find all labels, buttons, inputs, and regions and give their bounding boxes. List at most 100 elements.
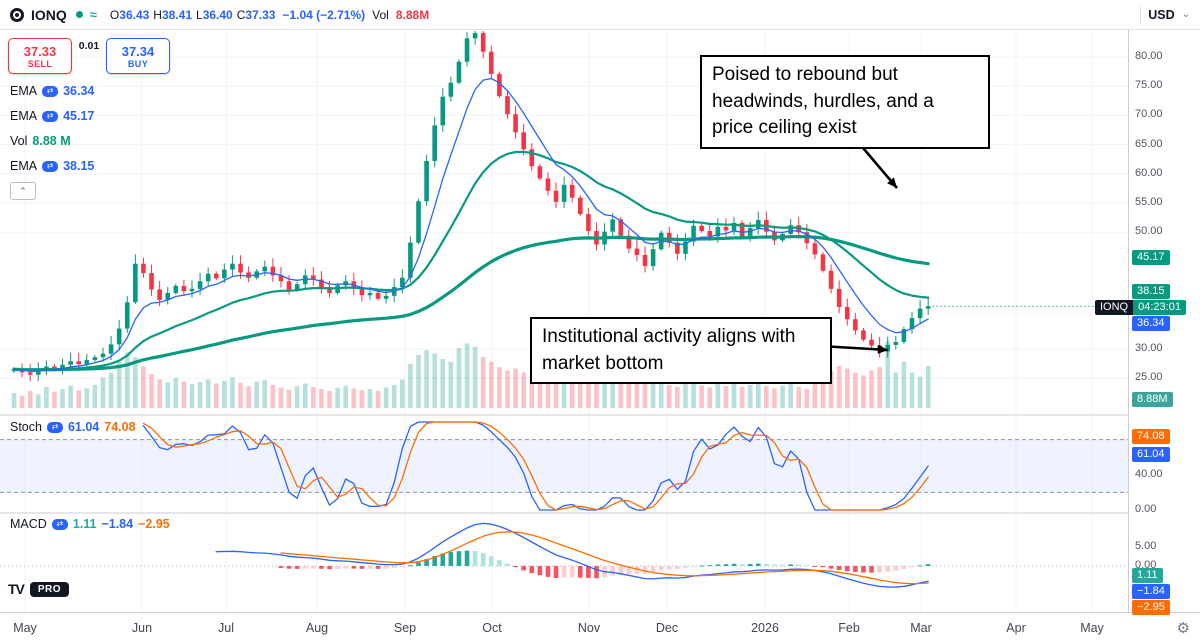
chevron-down-icon: ⌄ xyxy=(1181,9,1190,20)
legend-row-ema-slow[interactable]: EMA ⇄ 45.17 xyxy=(10,109,94,123)
swap-icon[interactable]: ⇄ xyxy=(42,110,59,122)
macd-badge-line: −1.84 xyxy=(1132,584,1170,599)
swap-icon[interactable]: ⇄ xyxy=(51,518,68,530)
macd-signal-value: −2.95 xyxy=(138,517,170,531)
volume-label: Vol xyxy=(372,7,389,22)
price-tick: 25.00 xyxy=(1135,371,1163,384)
toolbar-divider xyxy=(1140,5,1142,24)
time-label: Jun xyxy=(131,621,153,635)
indicator-name: EMA xyxy=(10,159,38,173)
sell-label: SELL xyxy=(27,58,53,69)
buy-label: BUY xyxy=(127,58,149,69)
symbol-logo-icon[interactable] xyxy=(10,7,24,22)
time-label: Mar xyxy=(910,621,932,635)
time-label: Dec xyxy=(655,621,679,635)
price-tick: 55.00 xyxy=(1135,196,1163,208)
indicator-name: MACD xyxy=(10,517,47,531)
price-badge-ema-slow: 45.17 xyxy=(1132,250,1170,265)
macd-badge-signal: −2.95 xyxy=(1132,600,1170,615)
time-label: Apr xyxy=(1006,621,1026,635)
stoch-d-value: 74.08 xyxy=(104,420,136,434)
time-label: Sep xyxy=(393,621,417,635)
time-label: 2026 xyxy=(751,621,779,635)
legend-row-macd[interactable]: MACD ⇄ 1.11 −1.84 −2.95 xyxy=(10,517,170,531)
price-badge-volume: 8.88M xyxy=(1132,392,1173,407)
price-badge-ema-fast: 36.34 xyxy=(1132,316,1170,331)
swap-icon[interactable]: ⇄ xyxy=(46,421,63,433)
stoch-tick: 40.00 xyxy=(1135,467,1163,480)
chart-toolbar: IONQ ≈ O36.43 H38.41 L36.40 C37.33 −1.04… xyxy=(0,0,1200,30)
sell-price: 37.33 xyxy=(23,43,57,59)
time-label: May xyxy=(1080,621,1104,635)
annotation-rebound[interactable]: Poised to rebound but headwinds, hurdles… xyxy=(700,55,990,149)
legend-collapse-button[interactable]: ⌃ xyxy=(10,182,36,200)
time-label: May xyxy=(13,621,37,635)
indicator-name: EMA xyxy=(10,84,38,98)
low-label: L xyxy=(196,7,203,22)
stoch-badge-k: 61.04 xyxy=(1132,447,1170,462)
close-label: C xyxy=(236,7,246,22)
low-value: 36.40 xyxy=(202,7,233,22)
legend-row-ema-fast[interactable]: EMA ⇄ 36.34 xyxy=(10,84,94,98)
legend-row-stoch[interactable]: Stoch ⇄ 61.04 74.08 xyxy=(10,420,136,434)
price-tick: 65.00 xyxy=(1135,137,1163,150)
price-tick: 60.00 xyxy=(1135,166,1163,179)
time-label: Jul xyxy=(218,621,234,635)
time-axis[interactable]: May Jun Jul Aug Sep Oct Nov Dec 2026 Feb… xyxy=(0,612,1200,644)
sell-button[interactable]: 37.33 SELL xyxy=(8,38,72,74)
spread-value: 0.01 xyxy=(78,40,100,52)
stoch-tick: 0.00 xyxy=(1135,503,1157,515)
tradingview-mark-icon: TV xyxy=(8,581,25,597)
open-value: 36.43 xyxy=(119,7,150,22)
price-change: −1.04 (−2.71%) xyxy=(282,7,366,22)
indicator-value: 36.34 xyxy=(63,84,95,98)
macd-tick: 5.00 xyxy=(1135,540,1157,552)
price-axis[interactable]: 45.17 38.15 IONQ 04:23:01 36.34 8.88M 74… xyxy=(1095,30,1200,615)
macd-badge-hist: 1.11 xyxy=(1132,568,1163,583)
indicator-name: Stoch xyxy=(10,420,42,434)
badge-symbol: IONQ xyxy=(1095,300,1134,315)
swap-icon[interactable]: ⇄ xyxy=(42,160,59,172)
pro-badge: PRO xyxy=(29,581,70,597)
time-label: Aug xyxy=(305,621,329,635)
legend-row-volume[interactable]: Vol 8.88 M xyxy=(10,134,71,148)
indicator-value: 45.17 xyxy=(63,109,95,123)
time-label: Oct xyxy=(482,621,502,635)
macd-tick: 0.00 xyxy=(1135,559,1157,571)
high-value: 38.41 xyxy=(161,7,192,22)
price-tick: 70.00 xyxy=(1135,108,1163,121)
gear-icon[interactable]: ⚙ xyxy=(1176,620,1190,637)
swap-icon[interactable]: ⇄ xyxy=(42,85,59,97)
buy-price: 37.34 xyxy=(121,43,155,59)
order-widget: 37.33 SELL 0.01 37.34 BUY xyxy=(8,38,170,74)
chart-area: 37.33 SELL 0.01 37.34 BUY EMA ⇄ 36.34 EM… xyxy=(0,30,1200,615)
currency-selector[interactable]: USD xyxy=(1148,7,1175,22)
macd-hist-value: 1.11 xyxy=(72,517,97,531)
close-value: 37.33 xyxy=(245,7,276,22)
badge-countdown: 04:23:01 xyxy=(1133,300,1186,315)
approx-session-icon: ≈ xyxy=(89,7,97,22)
tradingview-logo: TV PRO xyxy=(8,581,70,597)
annotation-institutional[interactable]: Institutional activity aligns with marke… xyxy=(530,317,832,385)
buy-button[interactable]: 37.34 BUY xyxy=(106,38,170,74)
price-tick: 50.00 xyxy=(1135,225,1163,238)
symbol-name[interactable]: IONQ xyxy=(31,6,67,23)
high-label: H xyxy=(153,7,162,22)
chart-canvas[interactable] xyxy=(0,30,1128,612)
indicator-name: Vol xyxy=(10,134,28,148)
time-label: Feb xyxy=(838,621,860,635)
volume-value: 8.88M xyxy=(395,7,430,22)
price-tick: 30.00 xyxy=(1135,342,1163,354)
market-open-icon xyxy=(75,11,83,18)
last-price-countdown-badge: IONQ 04:23:01 xyxy=(1095,300,1186,315)
macd-line-value: −1.84 xyxy=(101,517,134,531)
indicator-value: 38.15 xyxy=(63,159,95,173)
open-label: O xyxy=(109,7,120,22)
legend-row-ema-mid[interactable]: EMA ⇄ 38.15 xyxy=(10,159,94,173)
ohlc-readout: O36.43 H38.41 L36.40 C37.33 xyxy=(110,8,276,22)
indicator-name: EMA xyxy=(10,109,38,123)
stoch-k-value: 61.04 xyxy=(67,420,100,434)
price-tick: 75.00 xyxy=(1135,79,1163,92)
price-badge-ema-mid: 38.15 xyxy=(1132,284,1170,299)
